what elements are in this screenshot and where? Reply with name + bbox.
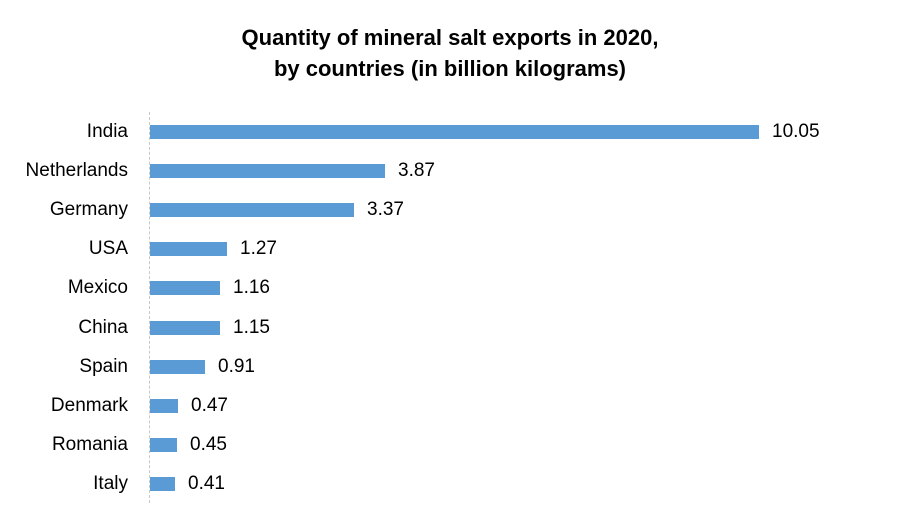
data-label: 0.41 [188,472,225,494]
category-label: USA [88,238,128,260]
bar [150,242,227,257]
category-label: Denmark [50,394,128,416]
bar-row: USA 1.27 [0,229,900,268]
bar-row: Netherlands 3.87 [0,151,900,190]
chart-title-line-2: by countries (in billion kilograms) [273,56,627,81]
data-label: 3.37 [367,199,404,221]
category-label: India [86,121,128,142]
bar-row: India 10.05 [0,112,900,151]
category-label: China [78,316,128,338]
bar [150,281,220,296]
bar-row: Mexico 1.16 [0,268,900,307]
category-axis-line [149,112,150,503]
bar [150,125,759,139]
chart-title-line-1: Quantity of mineral salt exports in 2020… [241,25,659,50]
bar-row: Romania 0.45 [0,425,900,464]
data-label: 0.45 [190,433,227,455]
data-label: 0.91 [218,355,255,377]
bar [150,437,177,452]
chart-title: Quantity of mineral salt exports in 2020… [0,22,900,84]
category-label: Romania [51,433,128,455]
bar-row: Italy 0.41 [0,464,900,503]
category-label: Netherlands [25,160,128,182]
category-label: Germany [49,199,128,221]
category-label: Spain [79,355,128,377]
category-label: Italy [93,472,128,494]
bar [150,476,175,491]
bar-row: China 1.15 [0,308,900,347]
bar-row: Spain 0.91 [0,347,900,386]
bar-row: Germany 3.37 [0,190,900,229]
data-label: 1.15 [233,316,270,338]
data-label: 1.16 [233,277,270,299]
data-label: 0.47 [191,394,228,416]
bar [150,398,178,413]
bar [150,320,220,335]
bar-row: Denmark 0.47 [0,386,900,425]
bar [150,359,205,374]
category-label: Mexico [67,277,128,299]
bar [150,164,385,179]
data-label: 3.87 [398,160,435,182]
data-label: 1.27 [240,238,277,260]
bar [150,203,354,218]
data-label: 10.05 [772,121,820,142]
